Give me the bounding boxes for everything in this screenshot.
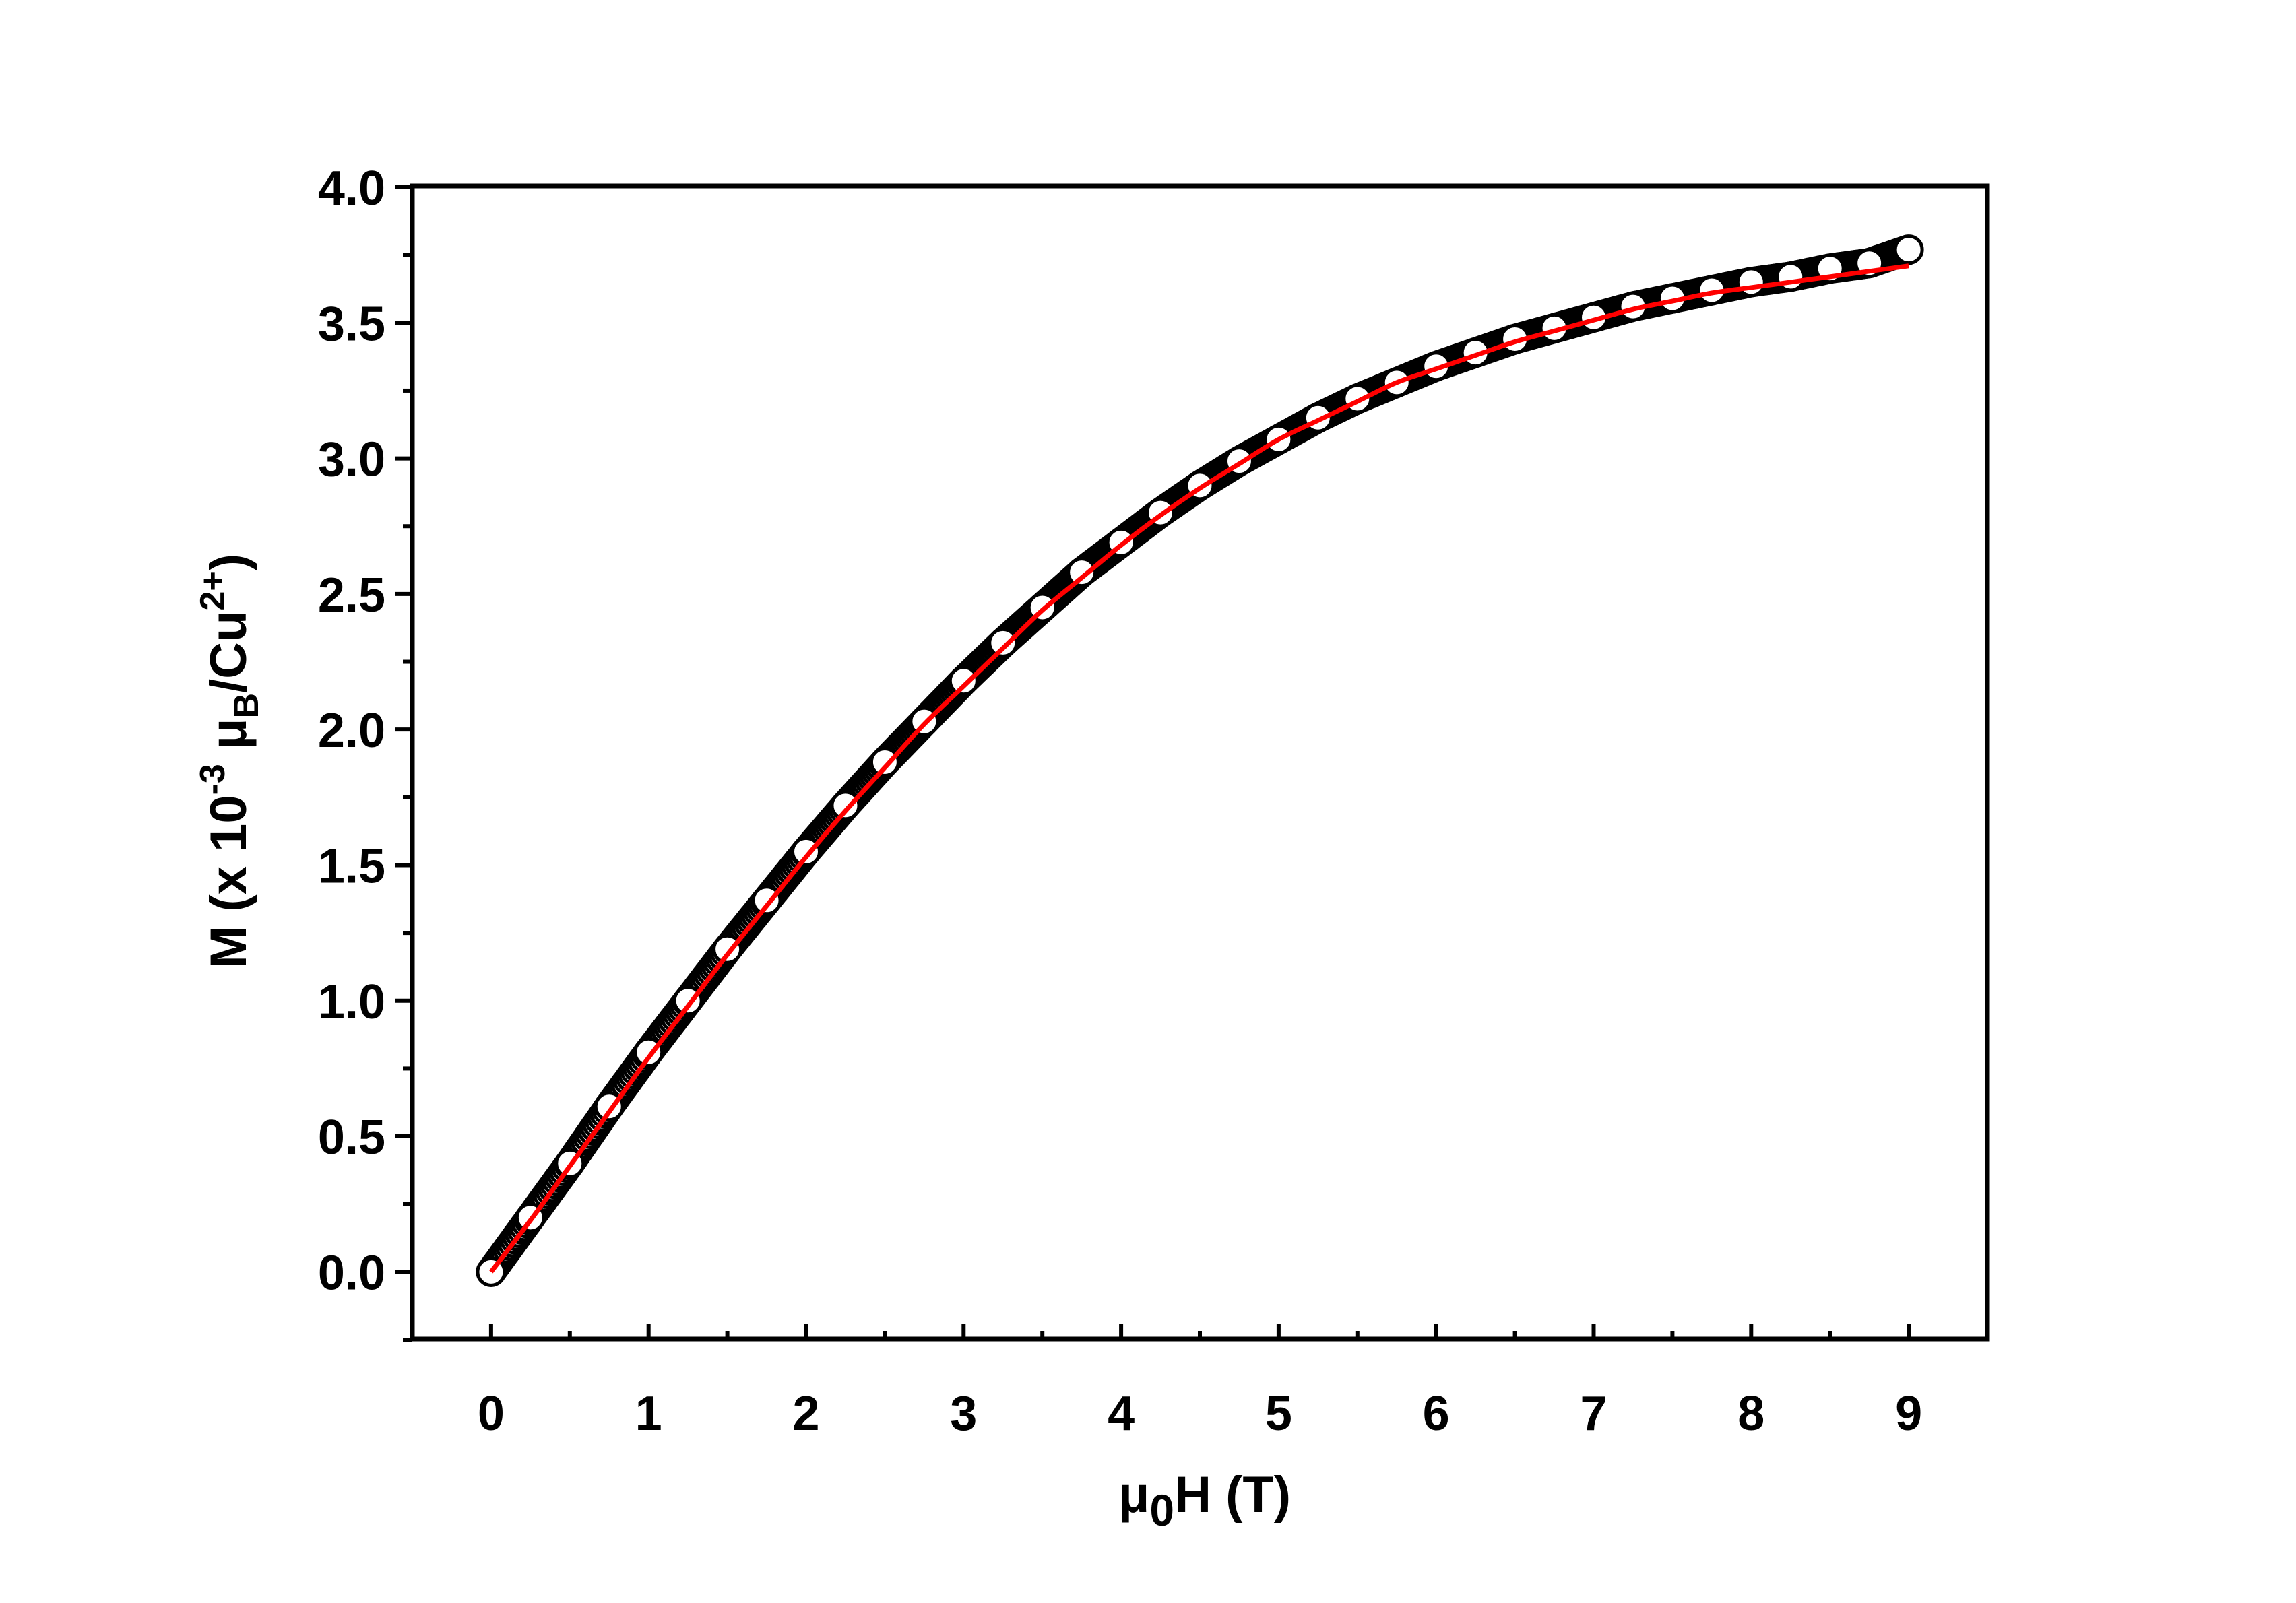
y-tick-label: 0.0 [318, 1246, 385, 1300]
y-axis-label: M (x 10-3 μB/Cu2+) [193, 554, 266, 969]
data-point [1066, 557, 1097, 588]
plot-frame [410, 183, 1990, 1342]
y-tick-label: 3.0 [318, 433, 385, 487]
data-point [791, 836, 821, 867]
y-tick-label: 2.5 [318, 568, 385, 622]
y-tick-label: 1.5 [318, 839, 385, 893]
y-tick-label: 3.5 [318, 297, 385, 351]
data-layer [476, 234, 1924, 1287]
y-tick-label: 4.0 [318, 162, 385, 216]
x-tick-label: 6 [1423, 1387, 1450, 1441]
data-point [830, 790, 861, 821]
x-tick-label: 0 [478, 1387, 505, 1441]
x-tick-label: 1 [635, 1387, 662, 1441]
data-point [948, 665, 979, 696]
x-tick-label: 5 [1265, 1387, 1292, 1441]
x-tick-label: 3 [950, 1387, 977, 1441]
data-point [751, 885, 782, 916]
x-tick-label: 9 [1895, 1387, 1922, 1441]
y-tick-label: 1.0 [318, 975, 385, 1029]
x-tick-label: 2 [792, 1387, 819, 1441]
data-point [1893, 234, 1924, 265]
data-point [988, 627, 1019, 658]
y-tick-label: 2.0 [318, 704, 385, 758]
fit-line [489, 263, 1909, 1274]
x-tick-label: 4 [1108, 1387, 1135, 1441]
data-point [1775, 261, 1806, 292]
data-point [869, 746, 900, 777]
x-tick-label: 7 [1580, 1387, 1607, 1441]
y-tick-label: 0.5 [318, 1111, 385, 1165]
x-axis-label: μ0H (T) [1118, 1466, 1291, 1535]
x-tick-label: 8 [1737, 1387, 1764, 1441]
ticks-layer: 0 1 2 3 4 5 6 7 8 9 0.0 0.5 1.0 1.5 2.0 2.5 3.0 3.5 4.0 [318, 162, 1922, 1441]
data-point [1735, 267, 1766, 298]
